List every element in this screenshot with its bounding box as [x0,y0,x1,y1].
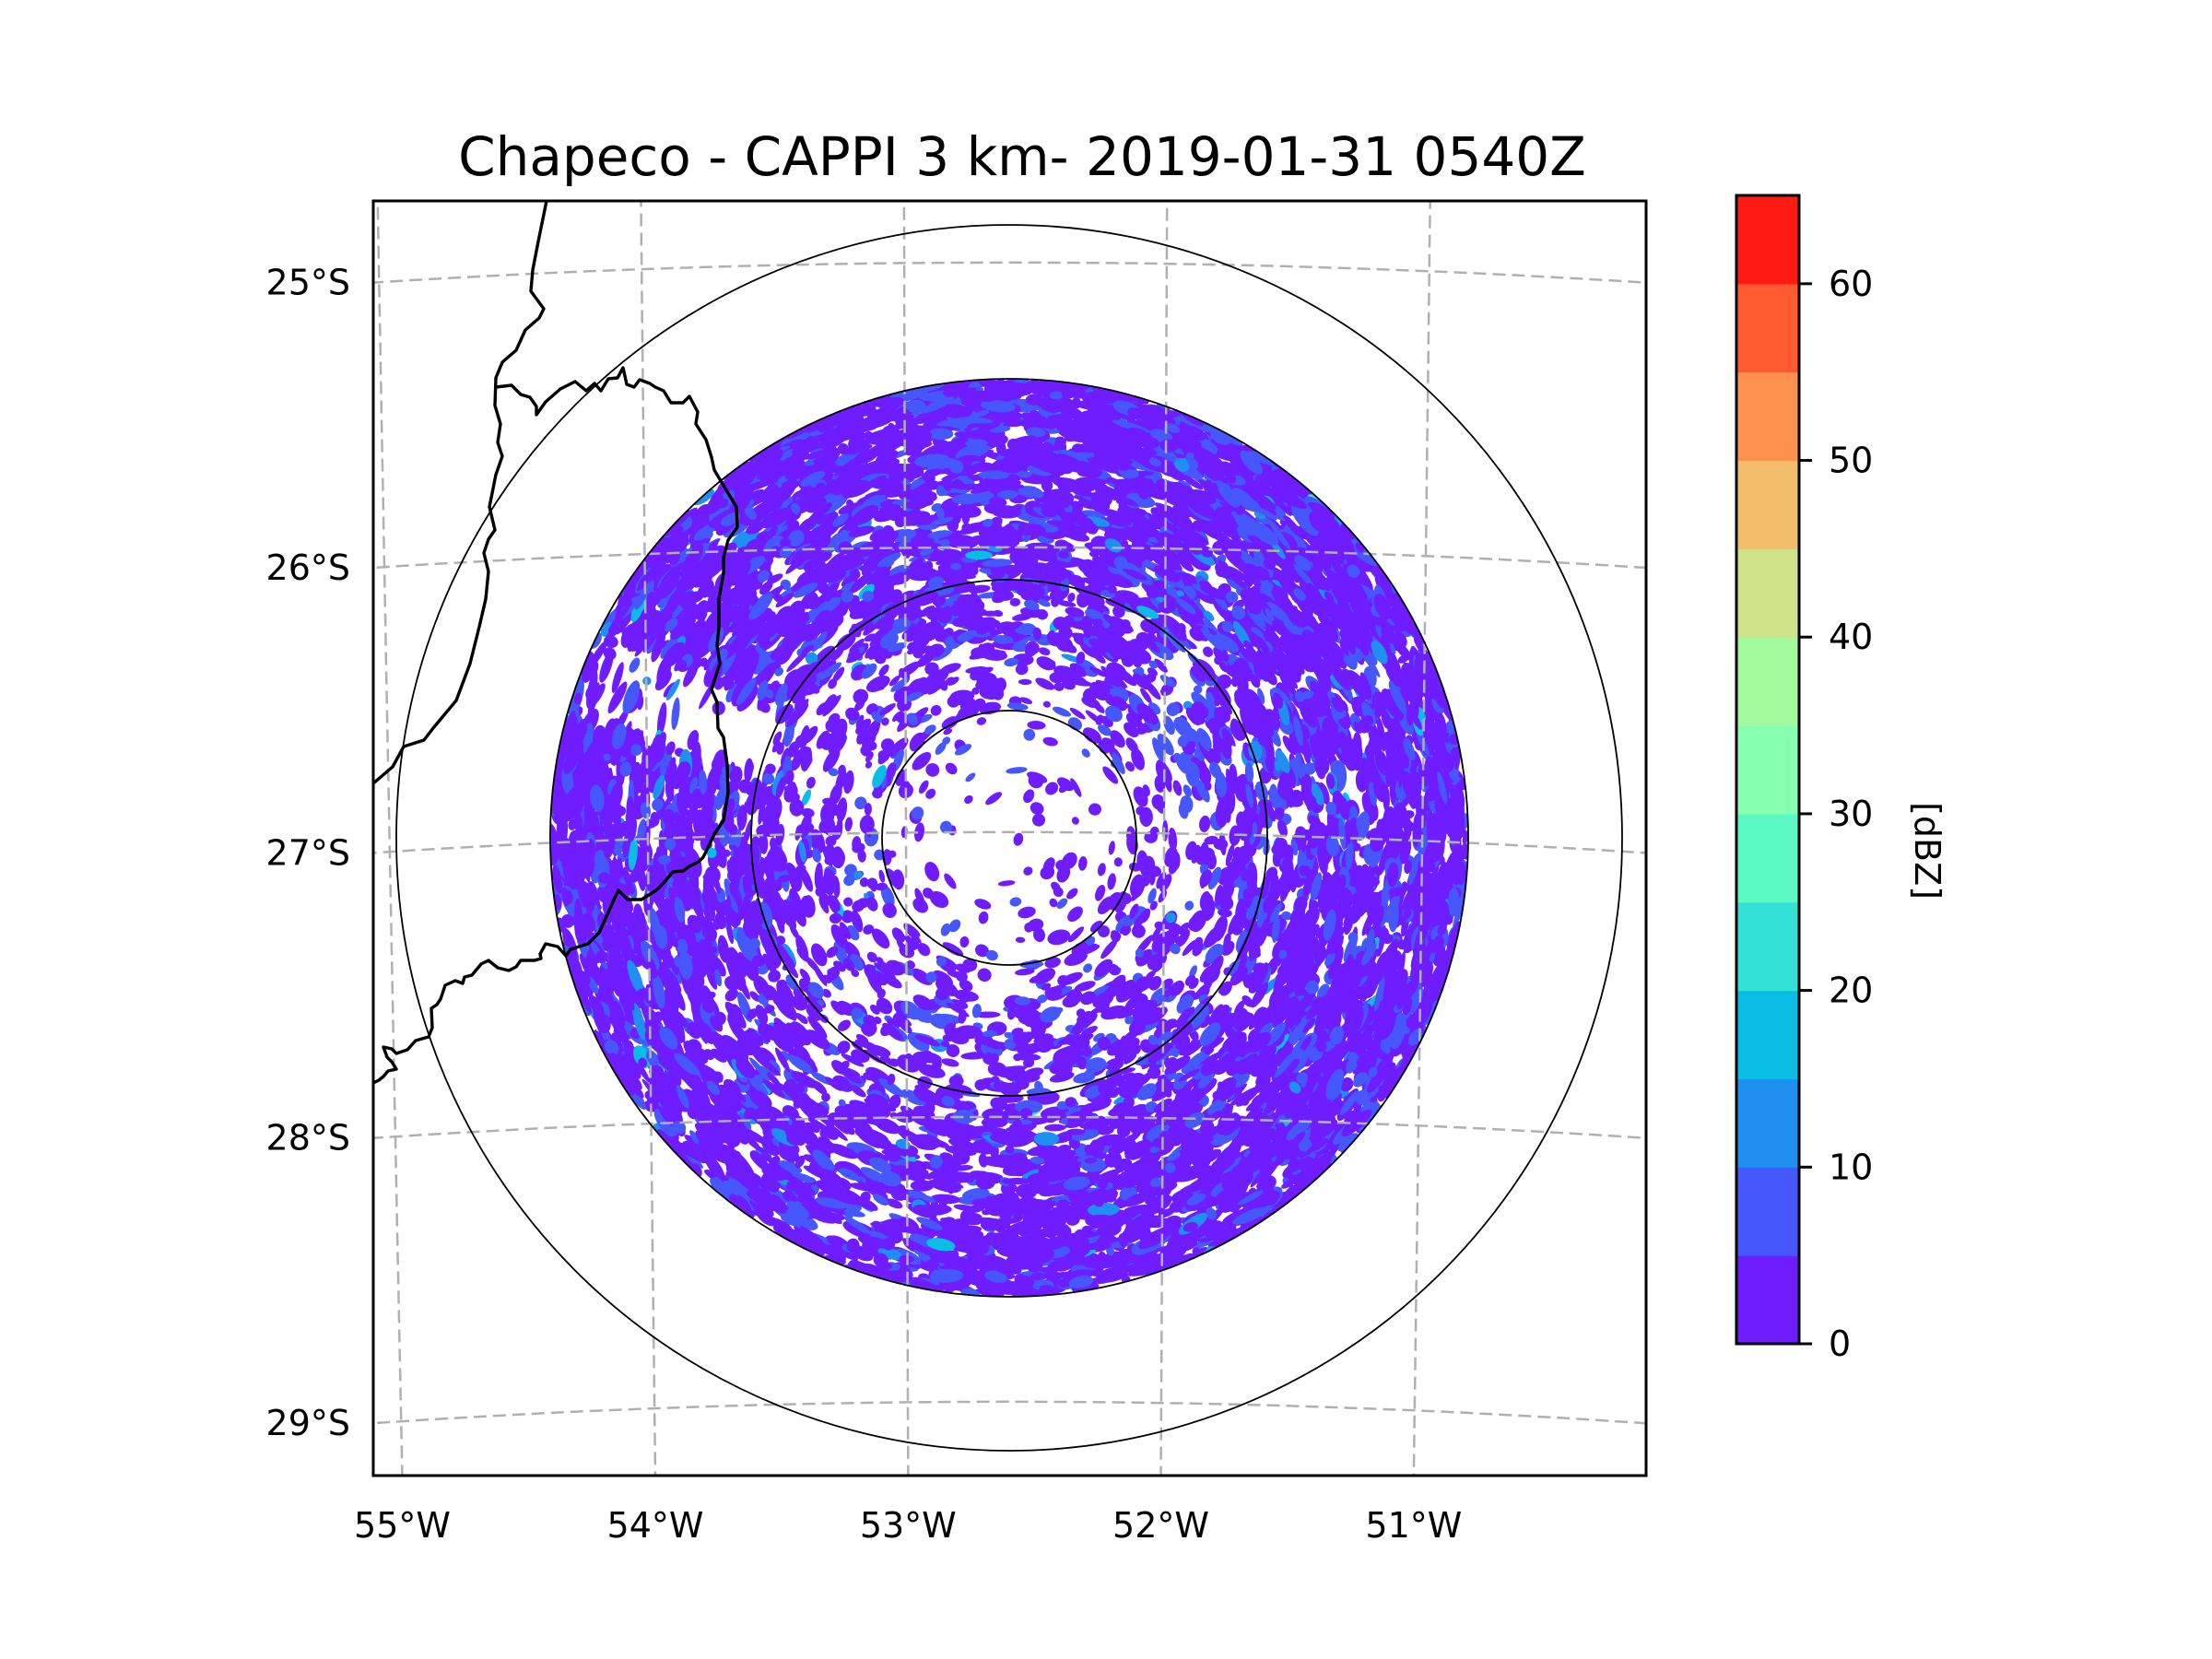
echo-cell [807,1016,828,1039]
echo-cell [1088,803,1101,816]
echo-cell [1098,925,1111,937]
reflectivity-field [550,379,1468,1297]
echo-cell [1023,728,1036,741]
echo-cell [1094,959,1113,978]
echo-cell [878,664,889,677]
echo-cell [841,1053,865,1067]
echo-cell [1213,838,1229,851]
echo-cell [711,1048,727,1063]
echo-cell [1027,720,1046,730]
map-axes [371,199,1648,1477]
echo-cell [629,657,641,673]
echo-cell [656,701,667,737]
chart-title: Chapeco - CAPPI 3 km- 2019-01-31 0540Z [458,125,1586,188]
